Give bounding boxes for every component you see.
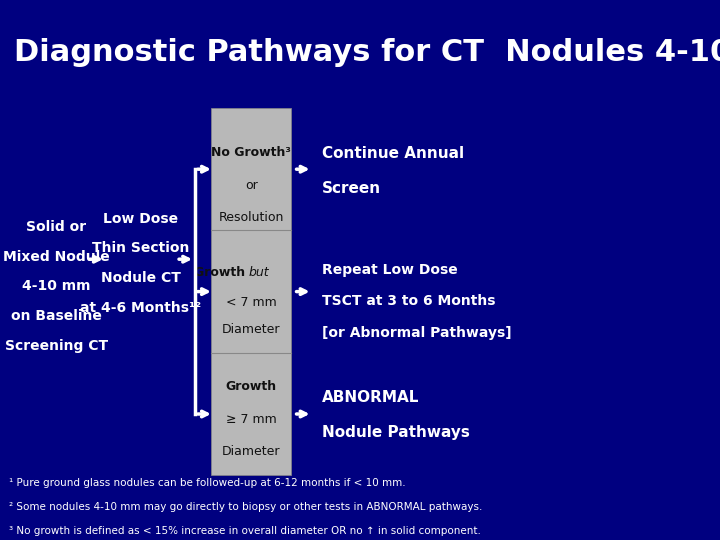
Text: Resolution: Resolution <box>219 211 284 224</box>
Text: Thin Section: Thin Section <box>92 241 189 255</box>
Text: Continue Annual: Continue Annual <box>322 145 464 160</box>
Text: Diameter: Diameter <box>222 323 281 336</box>
Text: but: but <box>249 266 270 279</box>
Text: ≥ 7 mm: ≥ 7 mm <box>226 413 276 426</box>
Text: Growth: Growth <box>194 266 249 279</box>
Text: Growth: Growth <box>226 381 277 394</box>
Text: < 7 mm: < 7 mm <box>226 296 276 309</box>
Text: at 4-6 Months¹²: at 4-6 Months¹² <box>81 301 202 315</box>
Text: Low Dose: Low Dose <box>104 212 179 226</box>
Text: ABNORMAL: ABNORMAL <box>322 390 419 406</box>
Text: Solid or: Solid or <box>27 220 86 234</box>
Text: TSCT at 3 to 6 Months: TSCT at 3 to 6 Months <box>322 294 495 308</box>
Text: Diagnostic Pathways for CT  Nodules 4-10 mm: Diagnostic Pathways for CT Nodules 4-10 … <box>14 38 720 67</box>
Text: Nodule CT: Nodule CT <box>101 271 181 285</box>
Text: [or Abnormal Pathways]: [or Abnormal Pathways] <box>322 326 511 340</box>
Text: Diameter: Diameter <box>222 446 281 458</box>
Text: Mixed Nodule: Mixed Nodule <box>3 249 109 264</box>
Bar <box>212 108 292 475</box>
Text: 4-10 mm: 4-10 mm <box>22 279 91 293</box>
Text: ³ No growth is defined as < 15% increase in overall diameter OR no ↑ in solid co: ³ No growth is defined as < 15% increase… <box>9 526 481 537</box>
Text: Nodule Pathways: Nodule Pathways <box>322 426 469 441</box>
Text: or: or <box>245 179 258 192</box>
Text: Screen: Screen <box>322 180 381 195</box>
Text: Repeat Low Dose: Repeat Low Dose <box>322 263 458 277</box>
Text: Screening CT: Screening CT <box>5 339 108 353</box>
Text: ¹ Pure ground glass nodules can be followed-up at 6-12 months if < 10 mm.: ¹ Pure ground glass nodules can be follo… <box>9 478 406 488</box>
Text: on Baseline: on Baseline <box>11 309 102 323</box>
Text: No Growth³: No Growth³ <box>212 146 292 159</box>
Text: ² Some nodules 4-10 mm may go directly to biopsy or other tests in ABNORMAL path: ² Some nodules 4-10 mm may go directly t… <box>9 502 483 512</box>
